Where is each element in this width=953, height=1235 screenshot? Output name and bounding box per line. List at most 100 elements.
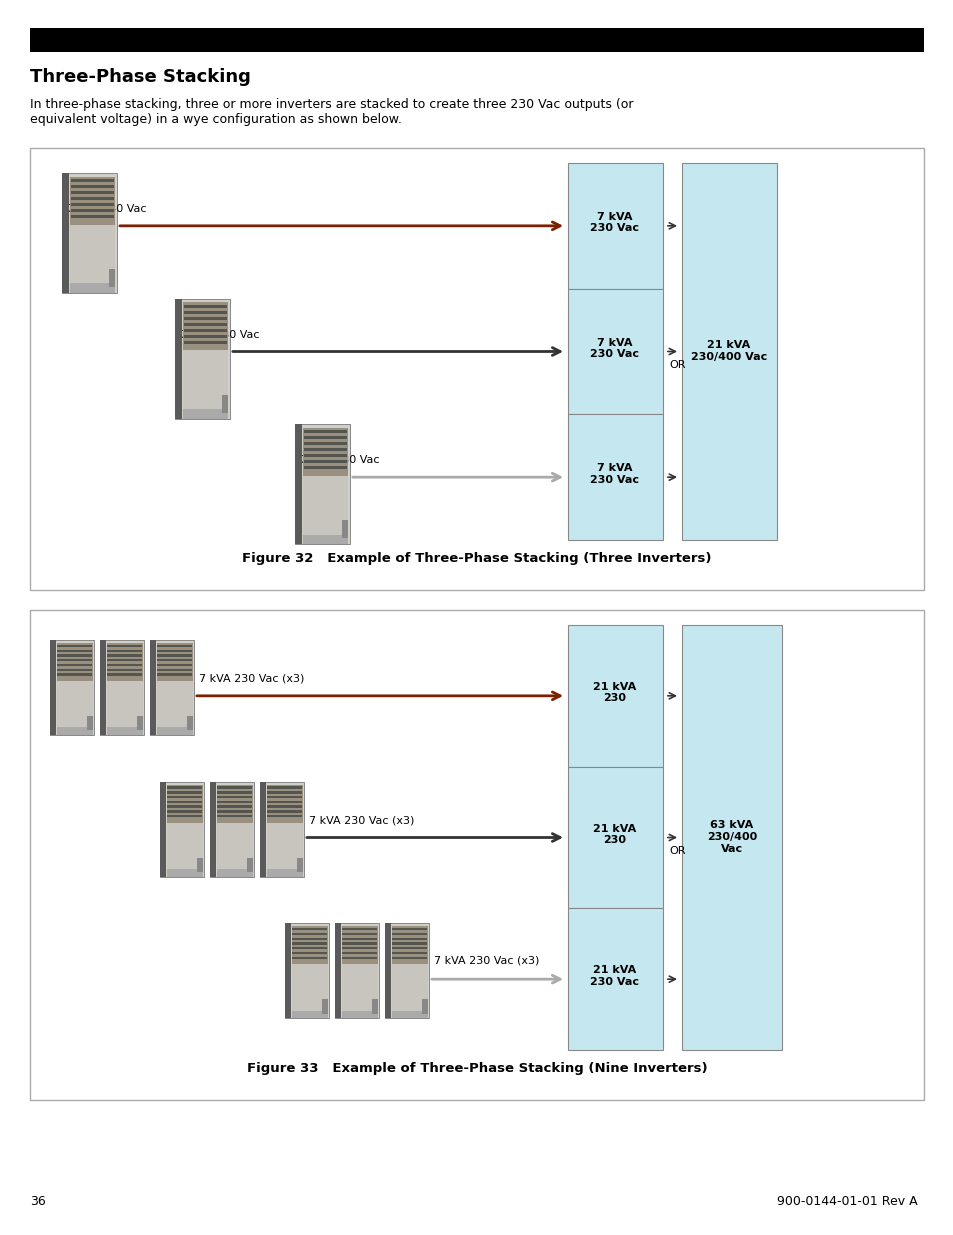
Bar [267, 805, 301, 808]
Bar [57, 663, 91, 666]
Bar [342, 932, 376, 935]
Bar [160, 782, 204, 877]
Bar [108, 673, 142, 676]
Bar [342, 952, 376, 955]
Bar [341, 926, 377, 965]
Bar [108, 668, 142, 671]
Bar [167, 784, 202, 823]
Text: 7 kVA 230 Vac: 7 kVA 230 Vac [180, 330, 259, 340]
Bar [167, 869, 202, 877]
Bar [217, 787, 252, 789]
Text: 21 kVA
230: 21 kVA 230 [593, 682, 636, 704]
Bar [391, 926, 427, 965]
Bar [107, 643, 143, 680]
Text: 21 kVA
230/400 Vac: 21 kVA 230/400 Vac [690, 340, 766, 362]
Bar [57, 655, 91, 657]
Bar [372, 999, 377, 1014]
Bar [392, 957, 426, 958]
Text: 36: 36 [30, 1195, 46, 1208]
Bar [109, 269, 115, 287]
Text: Figure 32   Example of Three-Phase Stacking (Three Inverters): Figure 32 Example of Three-Phase Stackin… [242, 552, 711, 564]
Bar [304, 467, 347, 469]
Bar [293, 942, 327, 945]
Bar [71, 215, 114, 219]
Bar [335, 924, 340, 1019]
Bar [108, 659, 142, 662]
Bar [304, 442, 347, 446]
Bar [391, 965, 427, 1011]
Bar [71, 225, 115, 284]
Bar [567, 625, 662, 767]
Bar [168, 792, 202, 794]
Bar [210, 782, 253, 877]
Bar [108, 645, 142, 647]
Bar [108, 663, 142, 666]
Text: 7 kVA 230 Vac: 7 kVA 230 Vac [67, 204, 147, 214]
Bar [168, 795, 202, 798]
Bar [184, 329, 227, 332]
Bar [157, 650, 192, 652]
Bar [341, 1010, 377, 1019]
Bar [50, 640, 94, 735]
Text: Installation: Installation [44, 32, 132, 46]
Bar [156, 727, 193, 735]
Bar [150, 640, 155, 735]
Bar [156, 680, 193, 729]
Bar [30, 28, 923, 52]
Text: 7 kVA
230 Vac: 7 kVA 230 Vac [590, 463, 639, 485]
Bar [184, 341, 227, 343]
Bar [292, 965, 327, 1011]
Text: Three-Phase Stacking: Three-Phase Stacking [30, 68, 251, 86]
Bar [392, 937, 426, 940]
Bar [266, 869, 302, 877]
Bar [210, 782, 215, 877]
Bar [184, 316, 227, 320]
Bar [187, 716, 193, 730]
Text: 7 kVA 230 Vac (x3): 7 kVA 230 Vac (x3) [199, 674, 304, 684]
Bar [342, 937, 376, 940]
Bar [385, 924, 429, 1019]
Bar [335, 924, 378, 1019]
Bar [304, 454, 347, 457]
Bar [392, 952, 426, 955]
Text: 900-0144-01-01 Rev A: 900-0144-01-01 Rev A [777, 1195, 917, 1208]
Bar [184, 311, 227, 314]
Bar [168, 810, 202, 813]
Bar [167, 823, 202, 869]
Bar [385, 924, 391, 1019]
Bar [184, 335, 227, 337]
Bar [297, 857, 302, 872]
Bar [303, 475, 348, 536]
Bar [71, 177, 115, 225]
Bar [267, 792, 301, 794]
Bar [266, 823, 302, 869]
Bar [71, 179, 114, 182]
Bar [71, 191, 114, 194]
Bar [391, 1010, 427, 1019]
Text: In three-phase stacking, three or more inverters are stacked to create three 230: In three-phase stacking, three or more i… [30, 98, 633, 126]
Bar [30, 148, 923, 590]
Bar [293, 932, 327, 935]
Bar [174, 299, 230, 419]
Text: 21 kVA
230: 21 kVA 230 [593, 824, 636, 845]
Bar [100, 640, 106, 735]
Bar [71, 198, 114, 200]
Bar [266, 784, 302, 823]
Bar [342, 947, 376, 950]
Bar [303, 535, 348, 545]
Bar [57, 645, 91, 647]
Bar [216, 823, 253, 869]
Bar [567, 289, 662, 414]
Bar [183, 303, 228, 351]
Bar [57, 668, 91, 671]
Text: 63 kVA
230/400
Vac: 63 kVA 230/400 Vac [706, 820, 757, 853]
Bar [392, 932, 426, 935]
Bar [681, 163, 776, 540]
Bar [267, 800, 301, 803]
Bar [342, 957, 376, 958]
Bar [567, 163, 662, 289]
Bar [107, 680, 143, 729]
Bar [157, 645, 192, 647]
Bar [217, 792, 252, 794]
Bar [184, 305, 227, 308]
